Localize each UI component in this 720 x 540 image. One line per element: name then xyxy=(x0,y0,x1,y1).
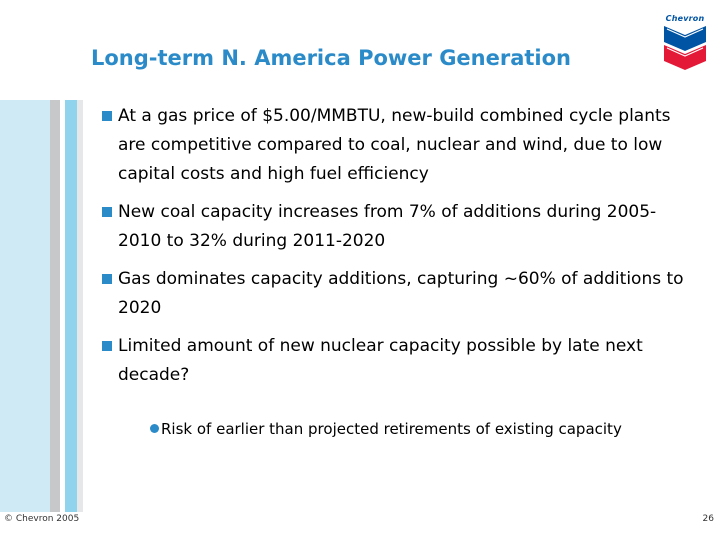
bullet-list: At a gas price of $5.00/MMBTU, new-build… xyxy=(98,102,698,442)
round-bullet-icon xyxy=(150,424,159,433)
page-number: 26 xyxy=(702,514,714,524)
sub-bullet-item: Risk of earlier than projected retiremen… xyxy=(150,416,670,442)
chevron-chevrons-icon xyxy=(664,26,706,70)
slide-title: Long-term N. America Power Generation xyxy=(91,46,572,70)
bullet-item: Gas dominates capacity additions, captur… xyxy=(98,265,698,323)
sidebar-band-light xyxy=(0,100,50,512)
bullet-text: Limited amount of new nuclear capacity p… xyxy=(118,336,643,385)
bullet-item: Limited amount of new nuclear capacity p… xyxy=(98,332,698,390)
bullet-text: At a gas price of $5.00/MMBTU, new-build… xyxy=(118,106,671,184)
chevron-logo: Chevron xyxy=(658,14,712,72)
sidebar-band-right xyxy=(77,100,83,512)
chevron-logo-wordmark: Chevron xyxy=(665,14,705,23)
sidebar-band-gap xyxy=(60,100,65,512)
footer-copyright: © Chevron 2005 xyxy=(4,514,80,524)
sub-bullet-text: Risk of earlier than projected retiremen… xyxy=(161,420,622,438)
square-bullet-icon xyxy=(102,274,112,284)
sidebar-band-gray xyxy=(50,100,60,512)
bullet-text: New coal capacity increases from 7% of a… xyxy=(118,202,657,251)
square-bullet-icon xyxy=(102,207,112,217)
bullet-item: New coal capacity increases from 7% of a… xyxy=(98,198,698,256)
bullet-text: Gas dominates capacity additions, captur… xyxy=(118,269,684,318)
bullet-item: At a gas price of $5.00/MMBTU, new-build… xyxy=(98,102,698,189)
square-bullet-icon xyxy=(102,341,112,351)
square-bullet-icon xyxy=(102,111,112,121)
sidebar-band-blue xyxy=(65,100,77,512)
